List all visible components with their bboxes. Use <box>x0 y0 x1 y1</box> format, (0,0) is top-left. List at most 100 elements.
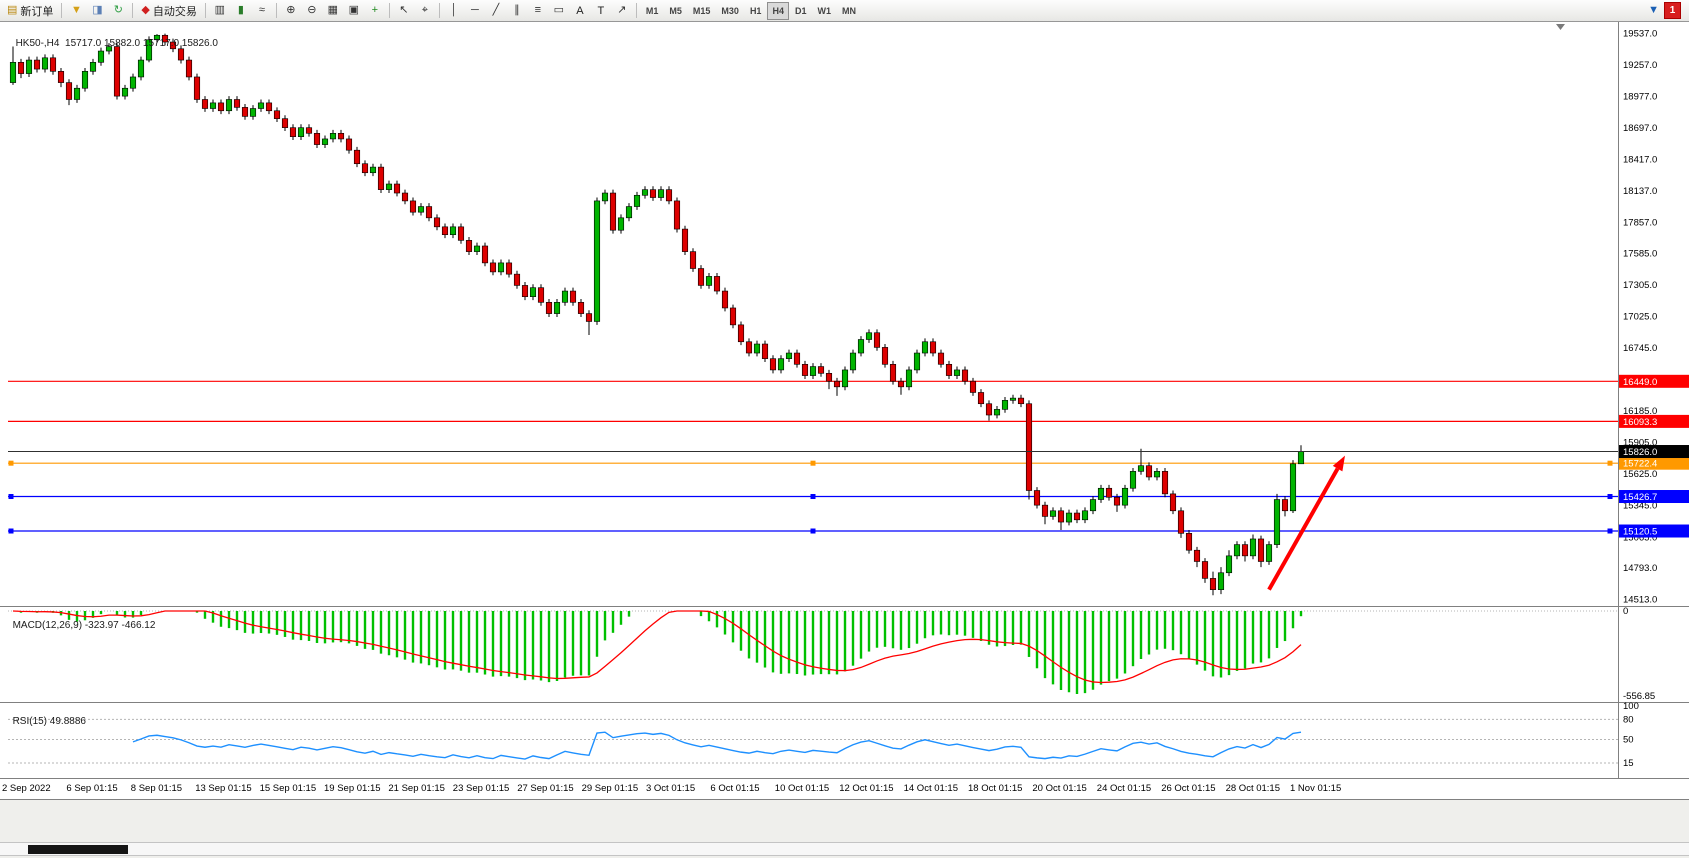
label-button[interactable]: T <box>591 2 611 20</box>
line-chart-icon: ≈ <box>258 4 265 16</box>
line-handle[interactable] <box>1607 460 1613 466</box>
price-tick-label: 17025.0 <box>1623 311 1657 322</box>
scrollbar-thumb[interactable] <box>28 845 128 854</box>
time-tick-label: 20 Oct 01:15 <box>1032 783 1087 794</box>
cursor-button[interactable]: ↖ <box>394 2 414 20</box>
line-handle[interactable] <box>1607 494 1613 500</box>
horizontal-line-button[interactable]: ─ <box>465 2 485 20</box>
line-handle[interactable] <box>8 460 14 466</box>
autotrading-button[interactable]: ◆ 自动交易 <box>137 2 200 20</box>
timeframe-m30-button[interactable]: M30 <box>716 2 744 20</box>
price-badge <box>1619 490 1689 504</box>
price-badge <box>1619 456 1689 470</box>
timeframe-h1-button[interactable]: H1 <box>745 2 767 20</box>
price-tick-label: 18977.0 <box>1623 91 1657 102</box>
profiles-button[interactable]: ◨ <box>87 2 107 20</box>
shapes-icon: ▭ <box>553 4 565 16</box>
price-tick-label: 19257.0 <box>1623 60 1657 71</box>
chart-window[interactable]: 19537.0 19257.0 18977.0 18697.0 18417.0 18137… <box>0 22 1689 779</box>
line-chart-button[interactable]: ≈ <box>252 2 272 20</box>
autotrading-icon: ◆ <box>141 4 150 16</box>
text-button[interactable]: A <box>570 2 590 20</box>
timeframe-h4-button[interactable]: H4 <box>767 1 789 20</box>
vertical-line-button[interactable]: │ <box>444 2 464 20</box>
crosshair-button[interactable]: ⌖ <box>415 2 435 20</box>
indicators-icon: + <box>371 4 379 16</box>
rsi-line <box>132 731 1302 760</box>
horizontal-scrollbar[interactable] <box>0 842 1689 856</box>
arrange-windows-button[interactable]: ▣ <box>344 2 364 20</box>
autotrading-button-label: 自动交易 <box>152 5 197 18</box>
timeframe-m5-button[interactable]: M5 <box>664 2 687 20</box>
crosshair-icon: ⌖ <box>421 4 428 16</box>
price-tick-label: 18417.0 <box>1623 155 1657 166</box>
macd-panel: 0 -556.85 <box>8 606 1655 702</box>
toolbar-separator <box>275 3 277 18</box>
price-badge-label: 16093.3 <box>1623 417 1657 428</box>
trend-arrow-annotation[interactable] <box>1267 455 1345 591</box>
profiles-icon: ◨ <box>92 4 103 16</box>
trendline-button[interactable]: ╱ <box>486 2 506 20</box>
time-tick-label: 18 Oct 01:15 <box>968 783 1023 794</box>
macd-axis-zero: 0 <box>1623 606 1628 617</box>
price-tick-label: 16185.0 <box>1623 406 1657 417</box>
price-tick-label: 19537.0 <box>1623 28 1657 39</box>
time-tick-label: 21 Sep 01:15 <box>388 783 445 794</box>
price-badge <box>1619 374 1689 388</box>
timeframe-d1-button[interactable]: D1 <box>790 2 812 20</box>
toolbar-separator <box>388 3 390 18</box>
time-tick-label: 3 Oct 01:15 <box>646 783 696 794</box>
line-handle[interactable] <box>810 494 816 500</box>
rsi-axis-label: 15 <box>1623 758 1634 769</box>
time-tick-label: 19 Sep 01:15 <box>324 783 381 794</box>
vertical-line-icon: │ <box>450 4 458 16</box>
shapes-button[interactable]: ▭ <box>549 2 569 20</box>
time-tick-label: 1 Nov 01:15 <box>1290 783 1342 794</box>
timeframe-m15-button[interactable]: M15 <box>688 2 716 20</box>
toolbar-right: ▼ 1 <box>1648 2 1686 19</box>
line-handle[interactable] <box>810 460 816 466</box>
arrows-button[interactable]: ↗ <box>612 2 632 20</box>
time-axis[interactable]: 2 Sep 2022 6 Sep 01:15 8 Sep 01:15 13 Sep 0… <box>0 779 1689 800</box>
refresh-button[interactable]: ↻ <box>108 2 128 20</box>
timeframe-w1-button[interactable]: W1 <box>812 2 836 20</box>
charts-button[interactable]: ▼ <box>66 2 86 20</box>
notification-badge[interactable]: 1 <box>1664 2 1681 19</box>
cursor-icon: ↖ <box>399 4 409 16</box>
candlestick-button[interactable]: ▮ <box>231 2 251 20</box>
line-handle[interactable] <box>810 528 816 534</box>
horizontal-lines <box>8 380 1618 534</box>
bar-chart-button[interactable]: ▥ <box>210 2 230 20</box>
line-handle[interactable] <box>8 494 14 500</box>
zoom-out-button[interactable]: ⊖ <box>302 2 322 20</box>
price-badge <box>1619 445 1689 459</box>
time-tick-label: 13 Sep 01:15 <box>195 783 252 794</box>
toolbar-separator <box>635 3 637 18</box>
timeframe-m1-button[interactable]: M1 <box>641 2 664 20</box>
time-tick-label: 6 Sep 01:15 <box>66 783 118 794</box>
line-handle[interactable] <box>1607 528 1613 534</box>
price-axis[interactable]: 19537.0 19257.0 18977.0 18697.0 18417.0 18137… <box>1619 28 1689 605</box>
price-tick-label: 14793.0 <box>1623 563 1657 574</box>
indicators-button[interactable]: + <box>365 2 385 20</box>
price-tick-label: 15905.0 <box>1623 438 1657 449</box>
channel-button[interactable]: ∥ <box>507 2 527 20</box>
fibonacci-button[interactable]: ≡ <box>528 2 548 20</box>
line-handle[interactable] <box>8 528 14 534</box>
price-badge-label: 15826.0 <box>1623 447 1657 458</box>
price-badge <box>1619 524 1689 538</box>
time-tick-label: 14 Oct 01:15 <box>903 783 958 794</box>
charts-icon: ▼ <box>70 4 82 16</box>
price-tick-label: 18137.0 <box>1623 186 1657 197</box>
zoom-out-icon: ⊖ <box>307 4 317 16</box>
price-tick-label: 17585.0 <box>1623 248 1657 259</box>
timeframe-mn-button[interactable]: MN <box>837 2 861 20</box>
rsi-axis-label: 50 <box>1623 735 1634 746</box>
quick-nav-icon[interactable]: ▼ <box>1648 4 1659 16</box>
tile-windows-button[interactable]: ▦ <box>323 2 343 20</box>
chart-shift-marker[interactable] <box>1556 24 1565 30</box>
zoom-in-button[interactable]: ⊕ <box>281 2 301 20</box>
tile-windows-icon: ▦ <box>327 4 339 16</box>
time-tick-label: 29 Sep 01:15 <box>581 783 639 794</box>
new-order-button[interactable]: ▤ 新订单 <box>3 2 57 20</box>
